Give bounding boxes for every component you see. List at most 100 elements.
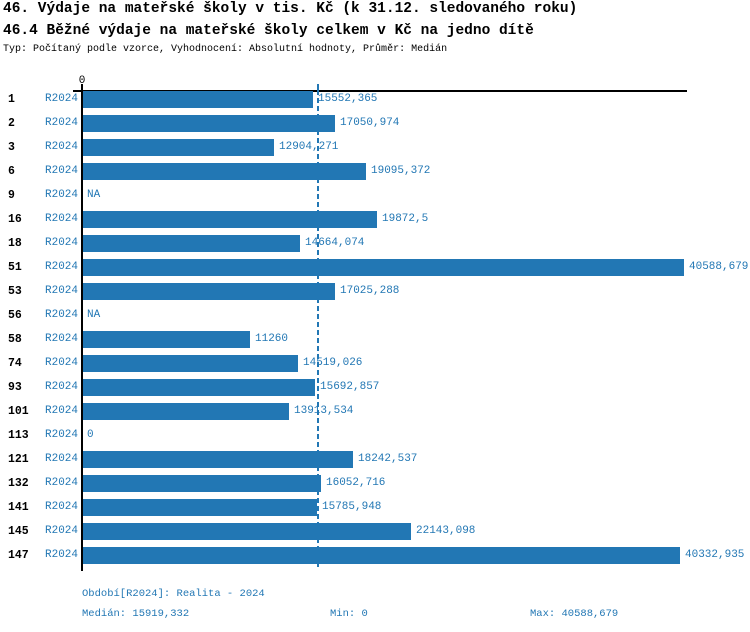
chart-row: 3 R2024 12904,271 xyxy=(0,139,750,156)
bar-value-label: 0 xyxy=(87,429,94,441)
chart-row: 101 R2024 13913,534 xyxy=(0,403,750,420)
footer-period-label: Období[R2024]: Realita - 2024 xyxy=(82,588,265,600)
row-id-label: 93 xyxy=(8,381,22,394)
row-id-label: 121 xyxy=(8,453,29,466)
value-bar[interactable] xyxy=(83,475,321,492)
row-id-label: 9 xyxy=(8,189,15,202)
bar-value-label: 40588,679 xyxy=(689,261,749,273)
value-bar[interactable] xyxy=(83,331,250,348)
value-bar[interactable] xyxy=(83,259,684,276)
row-period-label: R2024 xyxy=(45,525,79,537)
row-period-label: R2024 xyxy=(45,285,79,297)
chart-row: 56 R2024 NA xyxy=(0,307,750,324)
bar-value-label: 19095,372 xyxy=(371,165,431,177)
row-period-label: R2024 xyxy=(45,117,79,129)
row-period-label: R2024 xyxy=(45,261,79,273)
bar-value-label: 19872,5 xyxy=(382,213,429,225)
value-bar[interactable] xyxy=(83,451,353,468)
chart-row: 132 R2024 16052,716 xyxy=(0,475,750,492)
value-bar[interactable] xyxy=(83,115,335,132)
value-bar[interactable] xyxy=(83,355,298,372)
chart-row: 18 R2024 14664,074 xyxy=(0,235,750,252)
value-bar[interactable] xyxy=(83,499,317,516)
median-tick-mark xyxy=(317,84,319,91)
chart-row: 6 R2024 19095,372 xyxy=(0,163,750,180)
row-id-label: 3 xyxy=(8,141,15,154)
bar-value-label: NA xyxy=(87,189,101,201)
row-period-label: R2024 xyxy=(45,381,79,393)
chart-row: 51 R2024 40588,679 xyxy=(0,259,750,276)
bar-value-label: 13913,534 xyxy=(294,405,354,417)
chart-row: 147 R2024 40332,935 xyxy=(0,547,750,564)
chart-row: 58 R2024 11260 xyxy=(0,331,750,348)
row-id-label: 18 xyxy=(8,237,22,250)
row-id-label: 53 xyxy=(8,285,22,298)
row-id-label: 74 xyxy=(8,357,22,370)
chart-row: 93 R2024 15692,857 xyxy=(0,379,750,396)
bar-value-label: 17050,974 xyxy=(340,117,400,129)
chart-row: 9 R2024 NA xyxy=(0,187,750,204)
row-id-label: 56 xyxy=(8,309,22,322)
chart-row: 141 R2024 15785,948 xyxy=(0,499,750,516)
row-period-label: R2024 xyxy=(45,93,79,105)
value-bar[interactable] xyxy=(83,211,377,228)
row-period-label: R2024 xyxy=(45,309,79,321)
row-period-label: R2024 xyxy=(45,165,79,177)
bar-value-label: 15785,948 xyxy=(322,501,382,513)
bar-value-label: 16052,716 xyxy=(326,477,386,489)
row-period-label: R2024 xyxy=(45,213,79,225)
bar-value-label: 12904,271 xyxy=(279,141,339,153)
zero-tick-mark xyxy=(81,84,83,92)
bar-value-label: 40332,935 xyxy=(685,549,745,561)
row-id-label: 145 xyxy=(8,525,29,538)
row-period-label: R2024 xyxy=(45,333,79,345)
chart-subtitle: 46.4 Běžné výdaje na mateřské školy celk… xyxy=(3,23,534,39)
bar-value-label: 14519,026 xyxy=(303,357,363,369)
row-period-label: R2024 xyxy=(45,549,79,561)
chart-row: 74 R2024 14519,026 xyxy=(0,355,750,372)
row-id-label: 1 xyxy=(8,93,15,106)
value-bar[interactable] xyxy=(83,547,680,564)
median-line xyxy=(317,90,319,570)
row-id-label: 16 xyxy=(8,213,22,226)
row-period-label: R2024 xyxy=(45,429,79,441)
row-period-label: R2024 xyxy=(45,405,79,417)
bar-value-label: 15692,857 xyxy=(320,381,380,393)
bar-value-label: NA xyxy=(87,309,101,321)
bar-value-label: 11260 xyxy=(255,333,289,345)
value-bar[interactable] xyxy=(83,379,315,396)
bar-value-label: 14664,074 xyxy=(305,237,365,249)
row-period-label: R2024 xyxy=(45,141,79,153)
row-id-label: 147 xyxy=(8,549,29,562)
row-id-label: 132 xyxy=(8,477,29,490)
value-bar[interactable] xyxy=(83,283,335,300)
chart-row: 53 R2024 17025,288 xyxy=(0,283,750,300)
value-bar[interactable] xyxy=(83,139,274,156)
bar-value-label: 18242,537 xyxy=(358,453,418,465)
row-id-label: 58 xyxy=(8,333,22,346)
chart-row: 113 R2024 0 xyxy=(0,427,750,444)
row-id-label: 2 xyxy=(8,117,15,130)
row-period-label: R2024 xyxy=(45,189,79,201)
y-axis-line xyxy=(81,90,83,571)
footer-median-label: Medián: 15919,332 xyxy=(82,608,190,620)
bar-value-label: 15552,365 xyxy=(318,93,378,105)
row-id-label: 141 xyxy=(8,501,29,514)
bar-value-label: 22143,098 xyxy=(416,525,476,537)
chart-row: 2 R2024 17050,974 xyxy=(0,115,750,132)
chart-meta-line: Typ: Počítaný podle vzorce, Vyhodnocení:… xyxy=(3,44,448,55)
chart-row: 121 R2024 18242,537 xyxy=(0,451,750,468)
row-id-label: 101 xyxy=(8,405,29,418)
axis-zero-tick-label: 0 xyxy=(78,75,86,87)
row-period-label: R2024 xyxy=(45,477,79,489)
value-bar[interactable] xyxy=(83,403,289,420)
chart-row: 145 R2024 22143,098 xyxy=(0,523,750,540)
value-bar[interactable] xyxy=(83,163,366,180)
chart-row: 1 R2024 15552,365 xyxy=(0,91,750,108)
value-bar[interactable] xyxy=(83,91,313,108)
chart-row: 16 R2024 19872,5 xyxy=(0,211,750,228)
value-bar[interactable] xyxy=(83,235,300,252)
footer-max-label: Max: 40588,679 xyxy=(530,608,619,620)
value-bar[interactable] xyxy=(83,523,411,540)
